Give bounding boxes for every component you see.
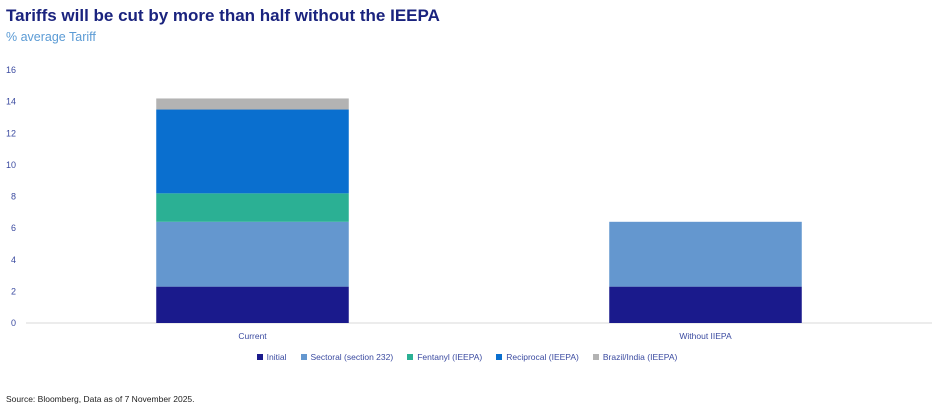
chart-legend: Initial Sectoral (section 232) Fentanyl (I…: [0, 352, 934, 362]
bar-segment: [156, 193, 349, 222]
legend-swatch: [592, 354, 599, 360]
legend-label: Reciprocal (IEEPA): [506, 352, 579, 362]
bar-segment: [156, 109, 349, 194]
legend-label: Brazil/India (IEEPA): [602, 352, 678, 362]
legend-item: Initial: [256, 352, 287, 362]
legend-item: Reciprocal (IEEPA): [496, 352, 579, 362]
y-tick-label: 10: [6, 160, 16, 170]
bar-segment: [609, 221, 802, 287]
chart-subtitle: % average Tariff: [6, 30, 96, 44]
bar-segment: [156, 98, 349, 110]
x-category-label: Current: [238, 331, 267, 341]
legend-swatch: [407, 354, 414, 360]
chart-plot: 0 2 4 6 8 10 12 14 16 Current Without IIEPA: [6, 65, 932, 341]
x-category-label: Without IIEPA: [679, 331, 732, 341]
y-tick-label: 0: [11, 318, 16, 328]
legend-label: Fentanyl (IEEPA): [417, 352, 483, 362]
bar-segment: [156, 221, 349, 287]
y-tick-label: 16: [6, 65, 16, 75]
y-tick-label: 6: [11, 223, 16, 233]
legend-item: Sectoral (section 232): [300, 352, 394, 362]
legend-swatch: [496, 354, 503, 360]
legend-item: Brazil/India (IEEPA): [592, 352, 678, 362]
source-note: Source: Bloomberg, Data as of 7 November…: [6, 394, 195, 404]
bar-segment: [609, 286, 802, 323]
legend-label: Initial: [266, 352, 287, 362]
y-tick-label: 2: [11, 286, 16, 296]
y-tick-label: 4: [11, 255, 16, 265]
legend-label: Sectoral (section 232): [310, 352, 394, 362]
legend-item: Fentanyl (IEEPA): [407, 352, 482, 362]
y-tick-label: 12: [6, 128, 16, 138]
bar-segment: [156, 286, 349, 323]
y-tick-label: 14: [6, 97, 16, 107]
y-tick-label: 8: [11, 192, 16, 202]
legend-swatch: [300, 354, 307, 360]
chart-title: Tariffs will be cut by more than half wi…: [6, 6, 440, 25]
legend-swatch: [256, 354, 263, 360]
